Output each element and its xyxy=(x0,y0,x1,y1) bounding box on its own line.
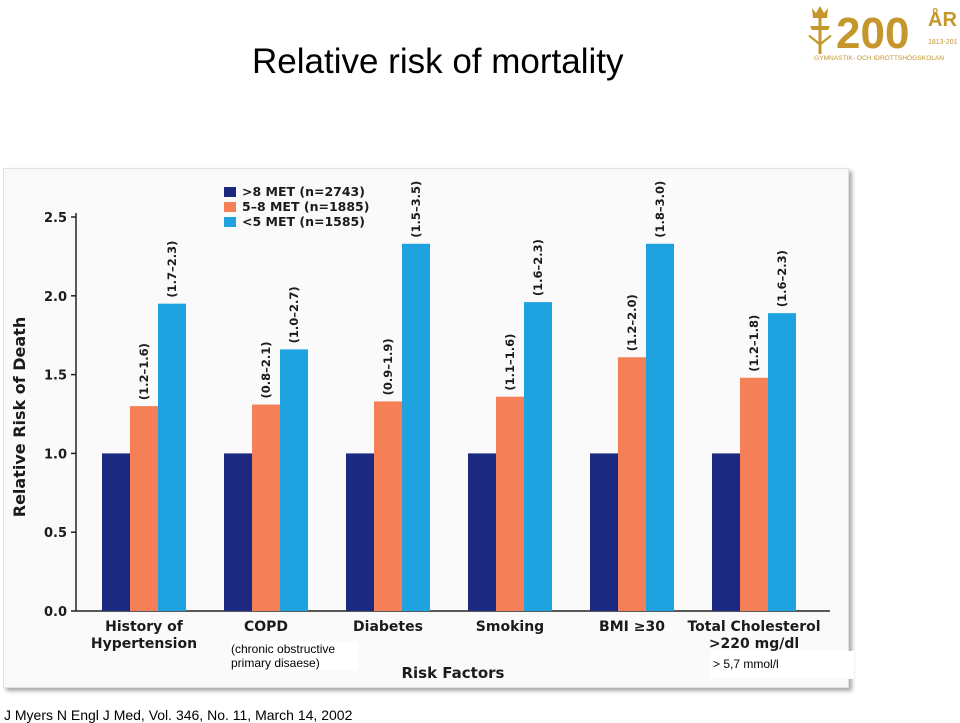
bar-2-cat-4 xyxy=(496,396,524,611)
bar-3-cat-4 xyxy=(524,302,552,611)
bar-1-cat-2 xyxy=(224,453,252,611)
y-axis-label: Relative Risk of Death xyxy=(10,317,29,517)
category-label: BMI ≥30 xyxy=(599,619,665,635)
bar-1-cat-5 xyxy=(590,453,618,611)
ci-label: (1.2–2.0) xyxy=(625,294,639,351)
bar-2-cat-1 xyxy=(130,406,158,611)
category-label: Smoking xyxy=(476,619,544,635)
bar-3-cat-3 xyxy=(402,243,430,611)
ci-label: (1.0–2.7) xyxy=(287,286,301,343)
legend-label: >8 MET (n=2743) xyxy=(242,184,365,199)
bar-chart: 0.0 0.5 1.0 1.5 2.0 2.5 Relative Risk of Death… xyxy=(10,181,830,682)
category-label: Hypertension xyxy=(91,636,197,652)
y-tick-label: 0.5 xyxy=(44,526,67,541)
slide-title: Relative risk of mortality xyxy=(252,42,624,81)
ci-label: (0.8–2.1) xyxy=(259,342,273,399)
bar-3-cat-6 xyxy=(768,313,796,611)
legend-label: <5 MET (n=1585) xyxy=(242,214,365,229)
crown-torch-icon xyxy=(808,6,832,54)
legend-swatch xyxy=(224,187,236,197)
y-tick-label: 1.5 xyxy=(44,369,67,384)
gih-200-logo: 200 ÅR 1813-2013 GYMNASTIK- OCH IDROTTSH… xyxy=(808,6,958,62)
ci-label: (1.6–2.3) xyxy=(531,239,545,296)
ci-label: (1.6–2.3) xyxy=(775,250,789,307)
legend-swatch xyxy=(224,217,236,227)
cholesterol-note: > 5,7 mmol/l xyxy=(710,651,854,679)
category-label: Diabetes xyxy=(353,619,423,635)
bar-2-cat-3 xyxy=(374,401,402,611)
citation: J Myers N Engl J Med, Vol. 346, No. 11, … xyxy=(4,707,353,723)
bar-3-cat-1 xyxy=(158,303,186,611)
y-tick-label: 2.0 xyxy=(44,290,67,305)
copd-note: (chronic obstructive primary disaese) xyxy=(231,641,359,671)
bar-1-cat-4 xyxy=(468,453,496,611)
bar-3-cat-2 xyxy=(280,349,308,611)
bar-2-cat-6 xyxy=(740,377,768,611)
bar-1-cat-3 xyxy=(346,453,374,611)
ci-label: (1.2–1.6) xyxy=(137,343,151,400)
chart-frame: 0.0 0.5 1.0 1.5 2.0 2.5 Relative Risk of Death… xyxy=(3,168,849,688)
bar-2-cat-5 xyxy=(618,357,646,611)
ci-label: (1.7–2.3) xyxy=(165,241,179,298)
ci-label: (0.9–1.9) xyxy=(381,338,395,395)
x-axis-label: Risk Factors xyxy=(401,664,504,682)
ci-label: (1.2–1.8) xyxy=(747,315,761,372)
legend-swatch xyxy=(224,202,236,212)
logo-years: 1813-2013 xyxy=(928,39,958,46)
category-label: Total Cholesterol xyxy=(687,619,820,635)
category-label: History of xyxy=(105,619,184,635)
copd-note-line-2: primary disaese) xyxy=(231,656,320,670)
y-tick-label: 0.0 xyxy=(44,605,67,620)
category-label: COPD xyxy=(244,619,288,635)
logo-word: ÅR xyxy=(928,7,957,31)
bar-3-cat-5 xyxy=(646,243,674,611)
ci-label: (1.8–3.0) xyxy=(653,181,667,238)
ci-label: (1.1–1.6) xyxy=(503,334,517,391)
logo-subtitle: GYMNASTIK- OCH IDROTTSHÖGSKOLAN xyxy=(814,54,944,62)
copd-note-line-1: (chronic obstructive xyxy=(231,642,336,656)
y-tick-label: 2.5 xyxy=(44,211,67,226)
bar-1-cat-1 xyxy=(102,453,130,611)
bar-2-cat-2 xyxy=(252,404,280,611)
legend-label: 5–8 MET (n=1885) xyxy=(242,199,369,214)
y-tick-label: 1.0 xyxy=(44,447,67,462)
category-label: >220 mg/dl xyxy=(709,636,799,652)
logo-number: 200 xyxy=(836,9,909,58)
bar-1-cat-6 xyxy=(712,453,740,611)
ci-label: (1.5–3.5) xyxy=(409,181,423,238)
